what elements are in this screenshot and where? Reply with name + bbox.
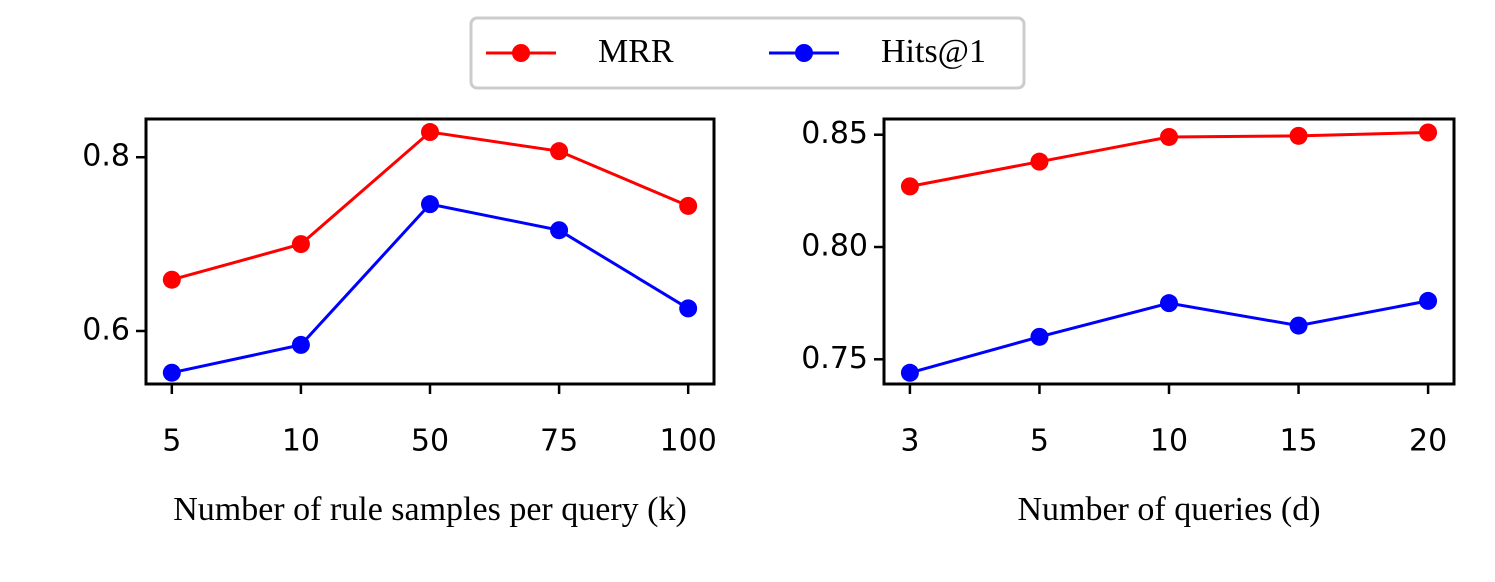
- marker: [900, 363, 919, 382]
- legend-marker: [795, 44, 813, 62]
- x-tick-label: 20: [1409, 424, 1447, 459]
- marker: [421, 195, 439, 214]
- marker: [550, 221, 569, 240]
- plot-frame: [882, 117, 1456, 386]
- y-tick-label: 0.8: [82, 139, 130, 174]
- marker: [162, 363, 181, 382]
- marker: [900, 177, 919, 196]
- marker: [291, 335, 310, 354]
- x-tick-label: 75: [540, 424, 578, 459]
- x-tick-label: 100: [660, 424, 717, 459]
- plot-frame: [144, 117, 716, 386]
- series-line: [171, 202, 689, 375]
- x-tick-label: 15: [1279, 424, 1317, 459]
- x-tick-label: 50: [411, 424, 449, 459]
- marker: [679, 196, 698, 215]
- legend-label: Hits@1: [881, 33, 986, 70]
- marker: [1289, 316, 1308, 335]
- marker: [1289, 126, 1308, 145]
- marker: [421, 123, 439, 142]
- marker: [1419, 291, 1438, 310]
- marker: [1419, 123, 1438, 142]
- marker: [1030, 327, 1049, 346]
- marker: [162, 270, 181, 289]
- x-tick-label: 5: [1030, 424, 1049, 459]
- legend-box: [469, 16, 1026, 90]
- legend-marker: [512, 44, 530, 62]
- marker: [1160, 127, 1178, 146]
- marker: [291, 235, 310, 254]
- y-tick-label: 0.80: [801, 229, 868, 264]
- y-tick-label: 0.6: [82, 313, 130, 348]
- legend-label: MRR: [598, 33, 674, 70]
- marker: [1030, 152, 1049, 171]
- marker: [679, 299, 698, 318]
- x-tick-label: 3: [900, 424, 919, 459]
- y-tick-label: 0.85: [801, 116, 868, 151]
- marker: [550, 142, 569, 161]
- y-tick-label: 0.75: [801, 341, 868, 376]
- marker: [1160, 294, 1178, 313]
- x-axis-label: Number of rule samples per query (k): [173, 491, 687, 528]
- x-axis-label: Number of queries (d): [1017, 491, 1320, 528]
- x-tick-label: 10: [1150, 424, 1188, 459]
- x-tick-label: 5: [162, 424, 181, 459]
- x-tick-label: 10: [282, 424, 320, 459]
